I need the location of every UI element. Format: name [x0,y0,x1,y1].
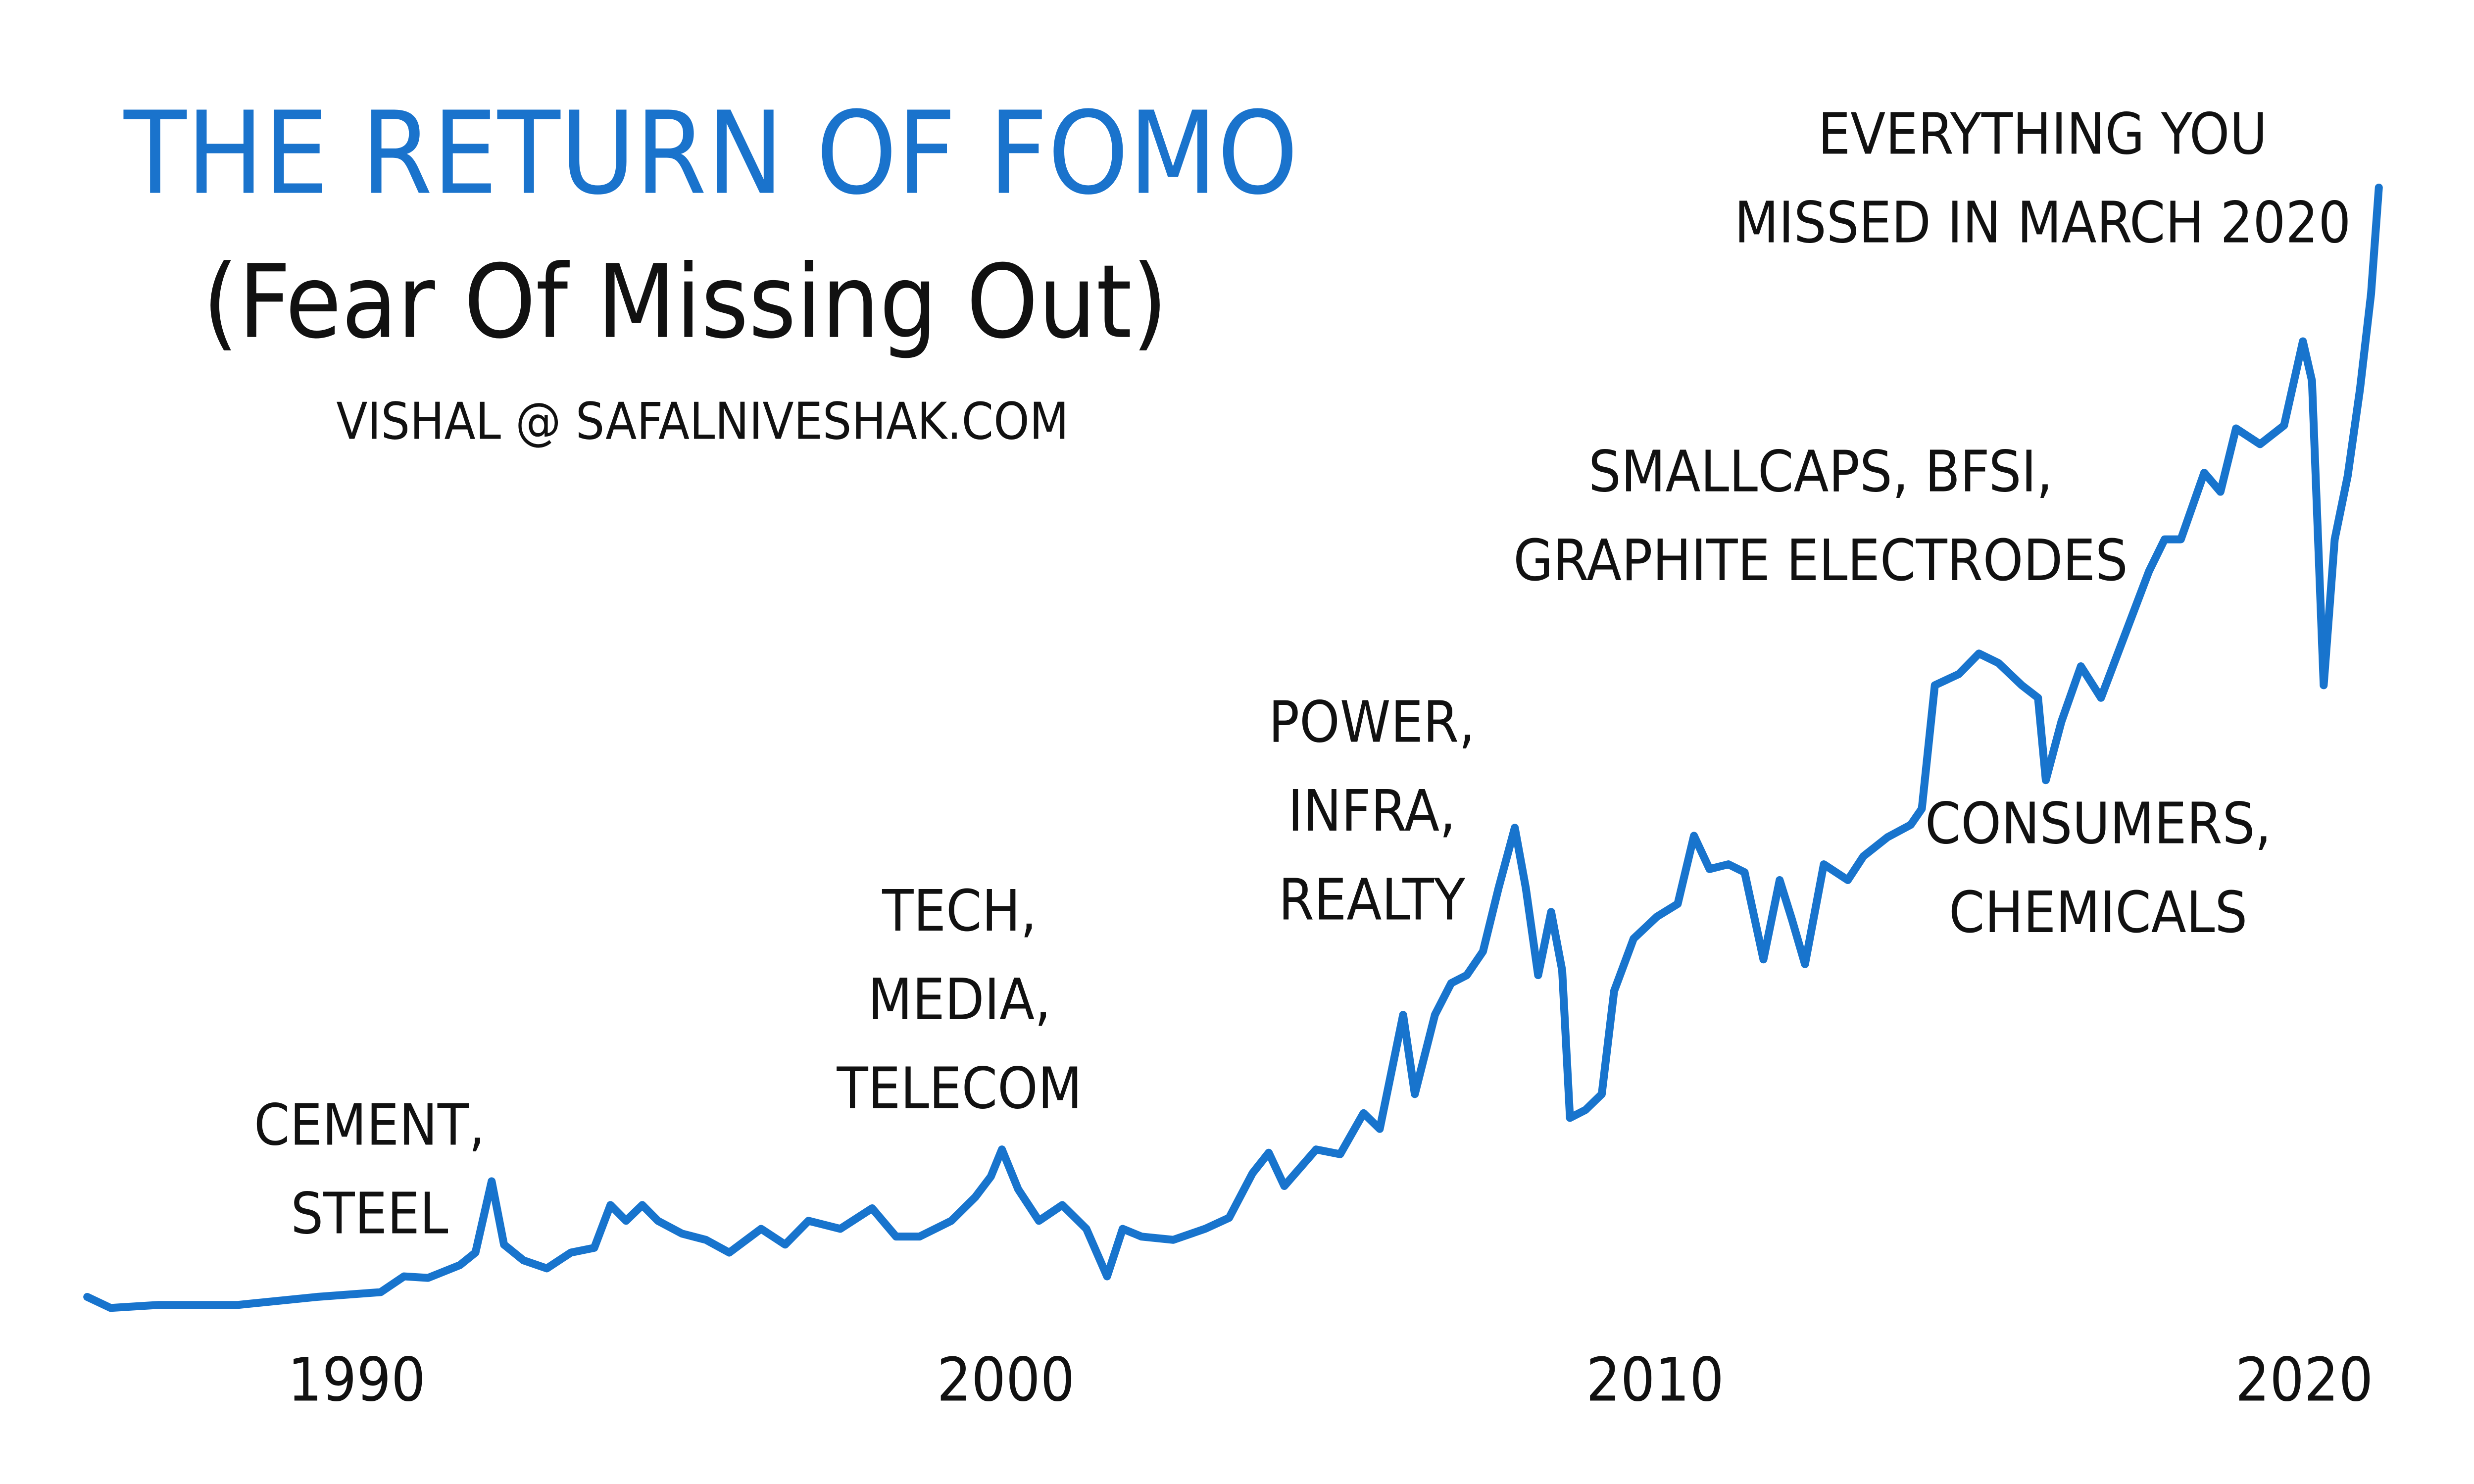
annotation: MEDIA, [868,967,1051,1033]
annotation: INFRA, [1288,778,1456,844]
annotation: TECH, [882,878,1037,944]
chart-title: THE RETURN OF FOMO [123,88,1298,220]
annotation: REALTY [1279,867,1466,933]
annotation: CEMENT, [254,1092,485,1158]
credit: VISHAL @ SAFALNIVESHAK.COM [336,393,1069,451]
annotation: STEEL [291,1181,448,1247]
x-tick-label: 2000 [937,1344,1075,1415]
annotation: CONSUMERS, [1925,791,2272,857]
price-line [83,183,2383,1312]
chart-subtitle: (Fear Of Missing Out) [202,244,1167,361]
annotation: POWER, [1269,690,1475,756]
annotation: CHEMICALS [1949,880,2247,946]
x-tick-label: 1990 [288,1344,426,1415]
annotation: EVERYTHING YOU [1818,101,2268,167]
annotation: MISSED IN MARCH 2020 [1734,190,2351,256]
annotation: SMALLCAPS, BFSI, [1588,439,2053,505]
x-tick-label: 2010 [1586,1344,1724,1415]
x-tick-label: 2020 [2235,1344,2374,1415]
annotation: TELECOM [836,1056,1082,1122]
annotation: GRAPHITE ELECTRODES [1513,528,2128,594]
